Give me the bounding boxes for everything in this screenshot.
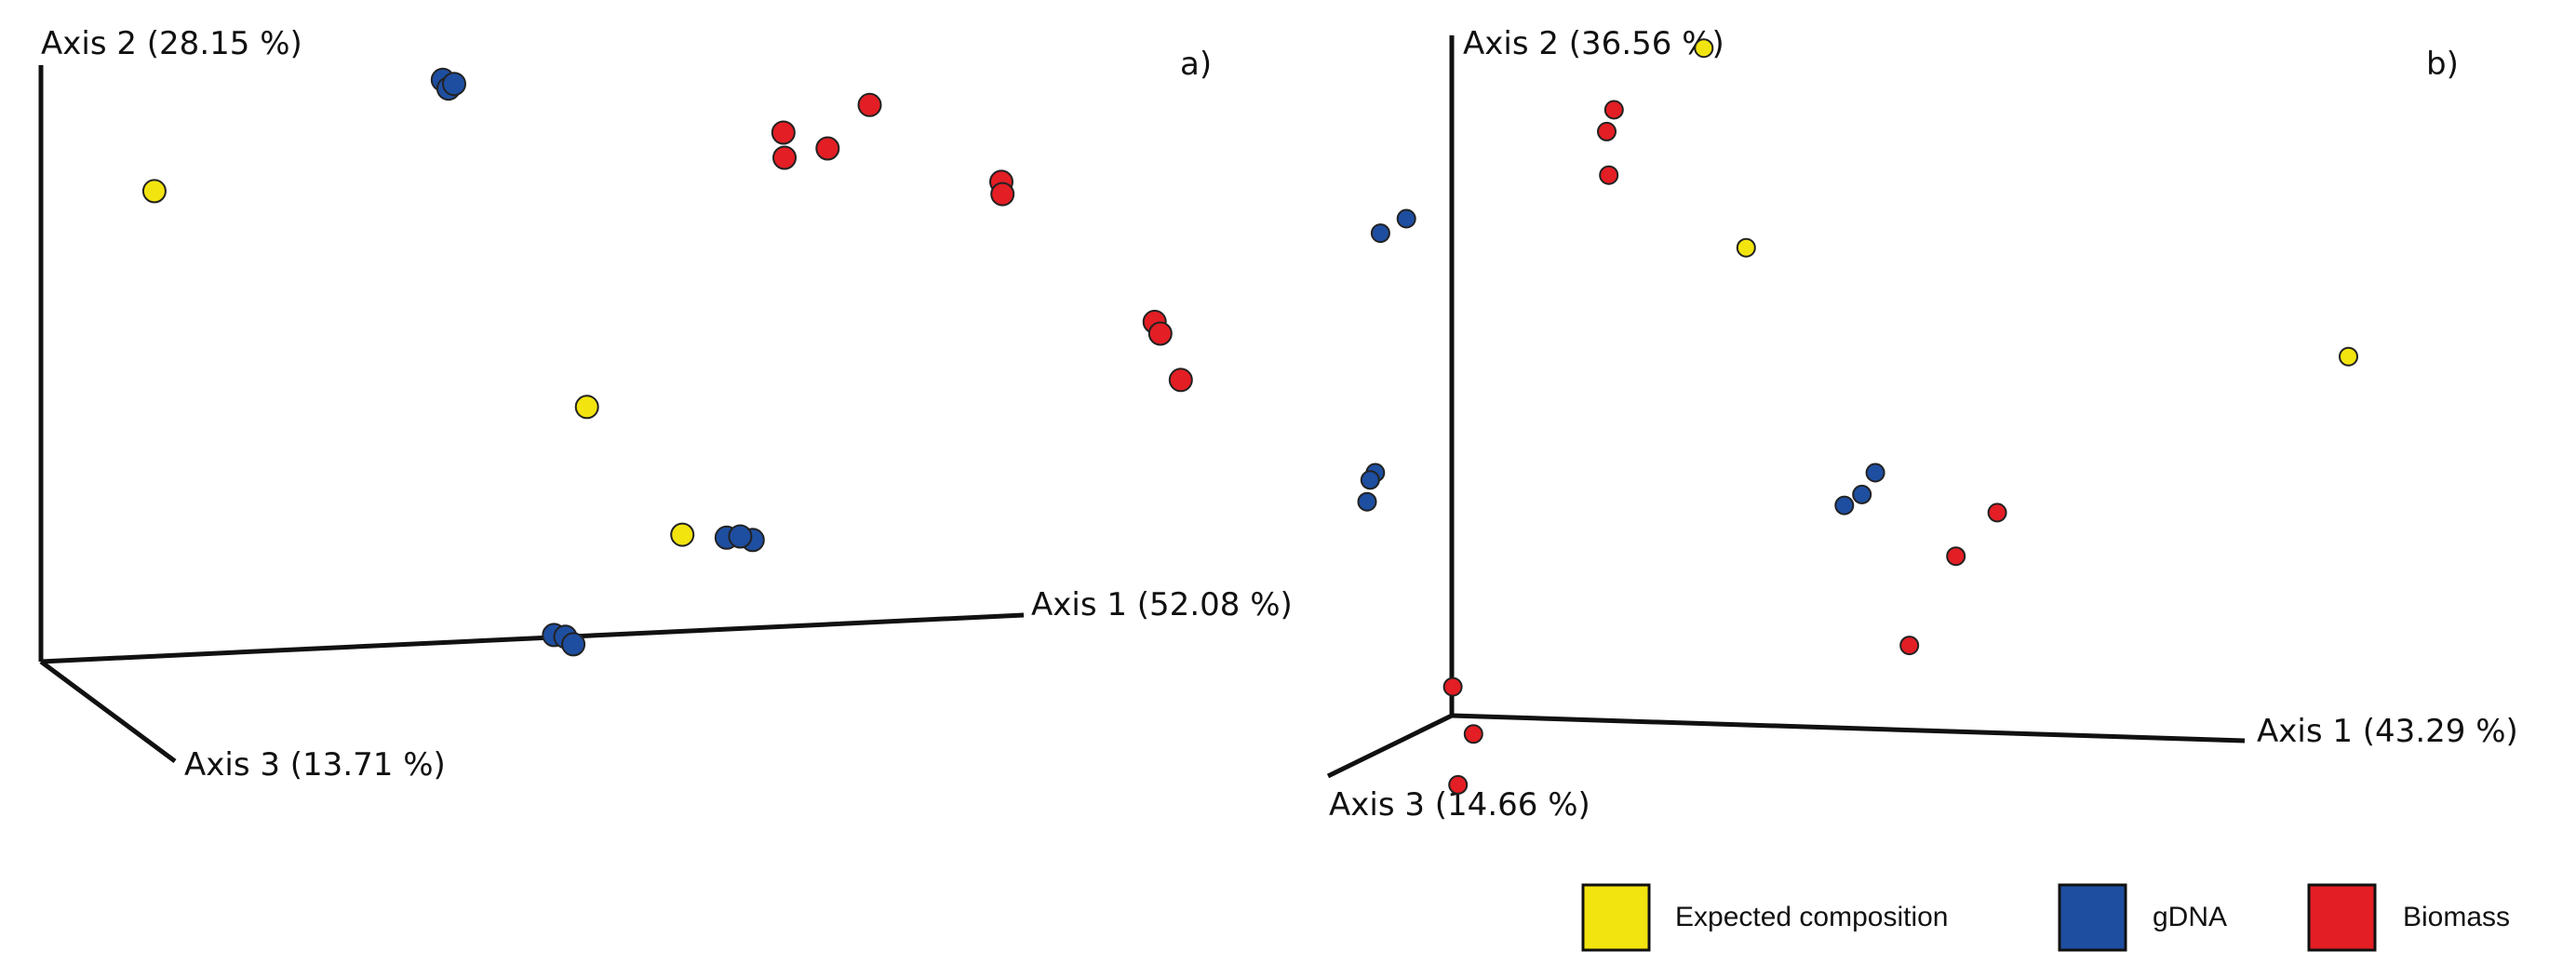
legend-swatch-expected: [1581, 883, 1651, 952]
panel-b-axis2-label: Axis 2 (36.56 %): [1463, 25, 1724, 62]
legend: Expected composition gDNA Biomass: [1581, 883, 2510, 952]
panel-a-axis1-line: [40, 612, 1025, 664]
panel-b-gdna-point-7: [1834, 495, 1855, 516]
panel-b-expected-point-2: [1736, 237, 1756, 258]
panel-a-biomass-point-2: [815, 136, 840, 161]
panel-b: Axis 2 (36.56 %) Axis 1 (43.29 %) Axis 3…: [1326, 25, 2518, 824]
panel-b-biomass-point-6: [1899, 636, 1920, 656]
panel-b-biomass-point-7: [1442, 677, 1463, 697]
panel-a-gdna-point-3: [442, 72, 466, 97]
panel-a-axis3-label: Axis 3 (13.71 %): [184, 746, 446, 784]
panel-a-expected-point-2: [574, 395, 599, 420]
panel-b-biomass-point-4: [1987, 502, 2007, 523]
panel-b-gdna-point-2: [1396, 208, 1416, 229]
panel-b-biomass-point-8: [1463, 724, 1483, 744]
panel-a-axis3-line: [39, 659, 177, 764]
panel-a-expected-point-1: [141, 179, 167, 204]
panel-a: Axis 2 (28.15 %) Axis 1 (52.08 %) Axis 3…: [38, 25, 1293, 784]
legend-swatch-biomass: [2307, 883, 2377, 952]
legend-label-biomass: Biomass: [2403, 902, 2510, 932]
panel-a-biomass-point-4: [857, 92, 882, 117]
panel-a-label: a): [1180, 46, 1212, 83]
panel-b-points: [1357, 38, 2358, 795]
panel-a-gdna-point-6: [728, 524, 753, 549]
panel-a-biomass-point-3: [771, 120, 796, 145]
panel-b-axis1-label: Axis 1 (43.29 %): [2257, 713, 2518, 750]
panel-a-biomass-point-6: [990, 181, 1015, 207]
panel-b-biomass-point-3: [1599, 165, 1619, 185]
panel-a-biomass-point-8: [1147, 321, 1173, 346]
panel-a-axis1-label: Axis 1 (52.08 %): [1031, 586, 1293, 623]
panel-a-biomass-point-9: [1168, 368, 1193, 393]
panel-b-gdna-point-1: [1370, 223, 1390, 244]
panel-a-gdna-point-9: [561, 632, 586, 657]
panel-b-expected-point-1: [1694, 38, 1714, 59]
panel-a-axis2-label: Axis 2 (28.15 %): [41, 25, 302, 62]
panel-b-gdna-point-6: [1852, 484, 1872, 504]
panel-b-biomass-point-9: [1448, 774, 1469, 795]
legend-label-expected: Expected composition: [1675, 902, 1949, 932]
panel-b-biomass-point-5: [1946, 546, 1966, 567]
panel-a-points: [141, 67, 1193, 657]
panel-b-expected-point-3: [2339, 346, 2358, 367]
panel-b-axis1-line: [1451, 713, 2246, 744]
legend-label-gdna: gDNA: [2153, 902, 2227, 932]
panel-a-biomass-point-1: [772, 145, 797, 170]
panel-b-label: b): [2426, 46, 2459, 83]
legend-swatch-gdna: [2058, 883, 2127, 952]
panel-b-gdna-point-5: [1360, 470, 1380, 490]
panel-a-expected-point-3: [670, 522, 695, 547]
panel-b-gdna-point-8: [1865, 462, 1885, 483]
panel-b-gdna-point-4: [1357, 491, 1377, 512]
panel-b-biomass-point-2: [1597, 121, 1617, 141]
panel-b-biomass-point-1: [1603, 100, 1624, 120]
panel-b-axis3-line: [1326, 713, 1454, 779]
